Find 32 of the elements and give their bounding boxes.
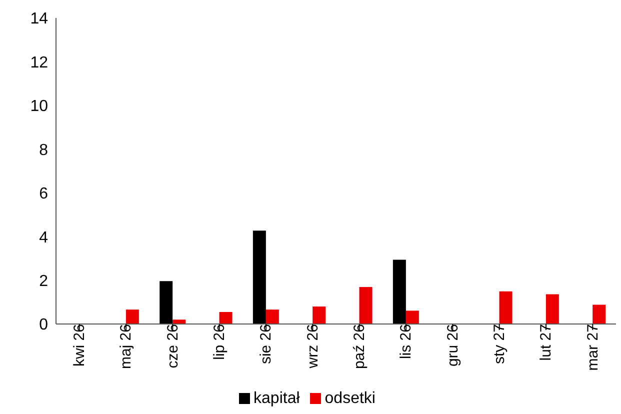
y-tick-label: 6 [39, 186, 48, 203]
bar [359, 287, 372, 324]
bar [406, 310, 419, 324]
x-tick-label: lip 26 [210, 324, 228, 360]
x-tick-label: lis 26 [398, 324, 415, 360]
x-tick-label: paź 26 [350, 324, 368, 370]
x-tick-label: sie 26 [258, 324, 275, 364]
y-tick-label: 4 [39, 229, 48, 246]
y-tick-label: 14 [30, 10, 48, 28]
y-tick-label: 10 [30, 98, 48, 116]
legend-label: kapitał [254, 390, 300, 407]
bar [312, 306, 326, 324]
bar [592, 304, 606, 324]
bar [172, 320, 186, 324]
bar [126, 310, 139, 324]
bar [546, 294, 559, 324]
x-tick-label: mar 27 [584, 324, 602, 371]
bar [266, 310, 279, 324]
y-tick-label: 2 [39, 272, 48, 290]
x-tick-label: kwi 26 [70, 324, 88, 367]
x-tick-label: sty 27 [490, 324, 508, 364]
x-tick-label: maj 26 [118, 324, 135, 370]
bar [499, 291, 512, 324]
x-tick-label: cze 26 [164, 324, 182, 368]
x-tick-label: lut 27 [538, 324, 555, 361]
bar [219, 312, 232, 324]
y-tick-label: 8 [39, 142, 48, 159]
y-tick-label: 12 [30, 54, 48, 72]
x-tick-label: gru 26 [444, 324, 462, 367]
y-tick-label: 0 [39, 316, 48, 334]
legend-label: odsetki [324, 390, 376, 407]
x-tick-label: wrz 26 [304, 324, 322, 370]
